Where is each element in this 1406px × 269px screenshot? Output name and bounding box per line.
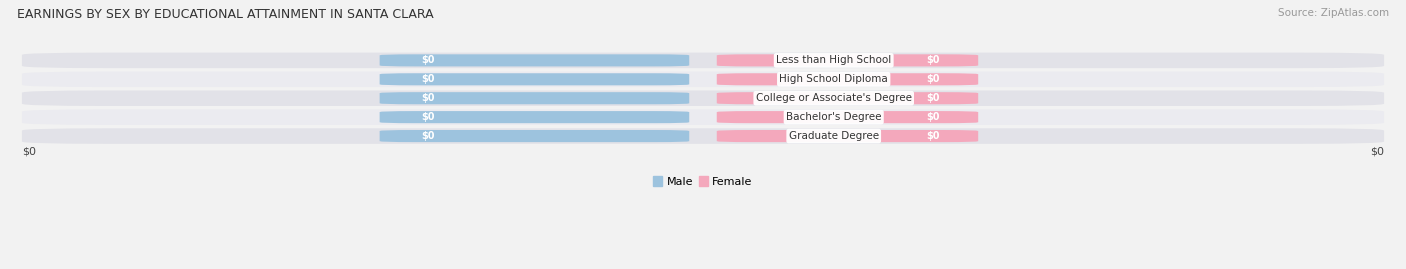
Text: $0: $0 — [420, 55, 434, 65]
FancyBboxPatch shape — [717, 54, 979, 66]
Text: $0: $0 — [927, 74, 941, 84]
Text: Source: ZipAtlas.com: Source: ZipAtlas.com — [1278, 8, 1389, 18]
FancyBboxPatch shape — [717, 130, 979, 142]
FancyBboxPatch shape — [380, 54, 689, 66]
FancyBboxPatch shape — [22, 109, 1384, 125]
Text: $0: $0 — [927, 131, 941, 141]
FancyBboxPatch shape — [22, 72, 1384, 87]
Text: EARNINGS BY SEX BY EDUCATIONAL ATTAINMENT IN SANTA CLARA: EARNINGS BY SEX BY EDUCATIONAL ATTAINMEN… — [17, 8, 433, 21]
Text: $0: $0 — [927, 93, 941, 103]
Text: Bachelor's Degree: Bachelor's Degree — [786, 112, 882, 122]
Text: College or Associate's Degree: College or Associate's Degree — [755, 93, 911, 103]
Text: High School Diploma: High School Diploma — [779, 74, 889, 84]
FancyBboxPatch shape — [717, 111, 979, 123]
Text: $0: $0 — [420, 131, 434, 141]
Text: $0: $0 — [22, 146, 37, 156]
Legend: Male, Female: Male, Female — [650, 171, 756, 191]
Text: $0: $0 — [420, 74, 434, 84]
FancyBboxPatch shape — [22, 90, 1384, 106]
Text: $0: $0 — [420, 93, 434, 103]
FancyBboxPatch shape — [717, 73, 979, 85]
FancyBboxPatch shape — [380, 111, 689, 123]
FancyBboxPatch shape — [22, 128, 1384, 144]
FancyBboxPatch shape — [380, 73, 689, 85]
Text: $0: $0 — [927, 112, 941, 122]
Text: Less than High School: Less than High School — [776, 55, 891, 65]
Text: Graduate Degree: Graduate Degree — [789, 131, 879, 141]
Text: $0: $0 — [927, 55, 941, 65]
FancyBboxPatch shape — [717, 92, 979, 104]
FancyBboxPatch shape — [380, 92, 689, 104]
Text: $0: $0 — [1369, 146, 1384, 156]
FancyBboxPatch shape — [22, 53, 1384, 68]
Text: $0: $0 — [420, 112, 434, 122]
FancyBboxPatch shape — [380, 130, 689, 142]
